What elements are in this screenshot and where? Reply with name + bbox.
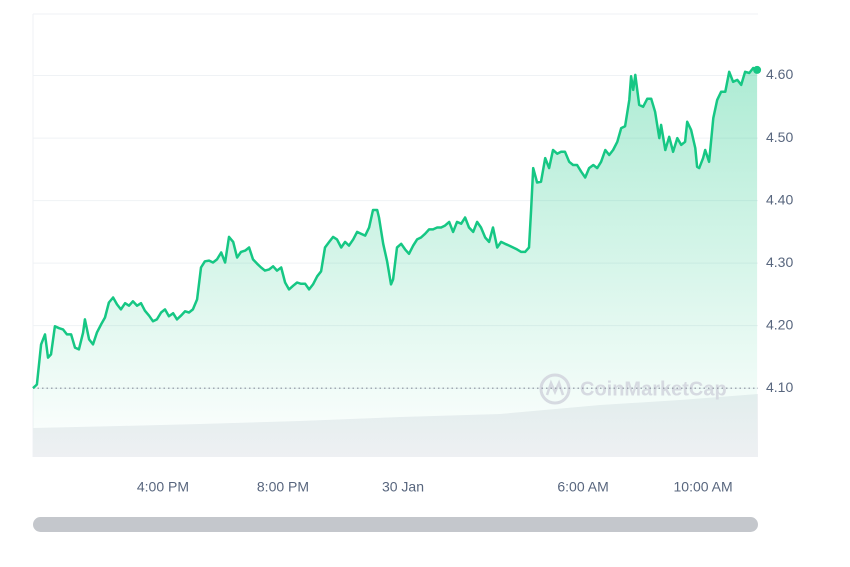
x-tick-label: 30 Jan [382, 479, 424, 495]
price-line [32, 66, 758, 390]
x-tick-label: 8:00 PM [257, 479, 309, 495]
watermark: CoinMarketCap [539, 373, 727, 405]
watermark-logo [545, 379, 565, 396]
y-tick-label: 4.10 [766, 379, 793, 395]
scrollbar[interactable] [33, 517, 758, 532]
y-tick-label: 4.30 [766, 254, 793, 270]
y-tick-label: 4.50 [766, 129, 793, 145]
watermark-text: CoinMarketCap [580, 378, 727, 400]
y-tick-label: 4.20 [766, 316, 793, 332]
watermark-logo [539, 373, 571, 405]
x-tick-label: 4:00 PM [137, 479, 189, 495]
y-tick-label: 4.40 [766, 191, 793, 207]
y-tick-label: 4.60 [766, 66, 793, 82]
last-point [753, 65, 762, 74]
x-tick-label: 10:00 AM [674, 479, 733, 495]
x-tick-label: 6:00 AM [557, 479, 608, 495]
